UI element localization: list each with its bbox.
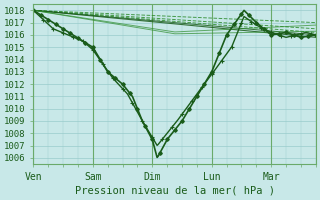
X-axis label: Pression niveau de la mer( hPa ): Pression niveau de la mer( hPa ) xyxy=(75,186,275,196)
